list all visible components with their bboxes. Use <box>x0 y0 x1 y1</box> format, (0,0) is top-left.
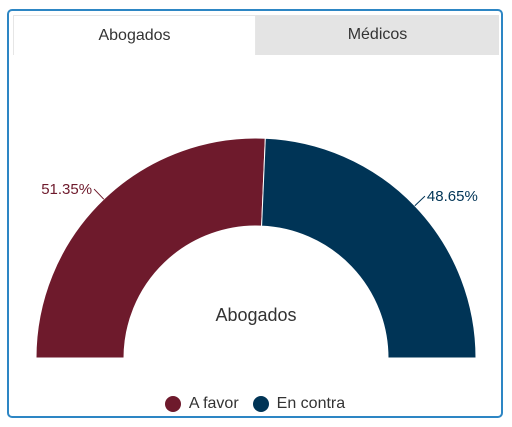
legend-dot-favor-icon <box>164 396 181 412</box>
slice-contra[interactable] <box>261 137 477 359</box>
legend-label-contra: En contra <box>276 395 346 412</box>
tab-abogados[interactable]: Abogados <box>13 15 256 55</box>
data-label-contra: 48.65% <box>427 188 478 205</box>
connector-favor <box>93 188 105 200</box>
legend-item-contra[interactable]: En contra <box>252 395 346 413</box>
data-label-favor: 51.35% <box>41 181 92 198</box>
tab-bar: Abogados Médicos <box>13 15 499 55</box>
chart-center-label: Abogados <box>215 305 296 325</box>
slice-favor[interactable] <box>35 137 266 359</box>
legend-label-favor: A favor <box>188 395 239 412</box>
connector-contra <box>414 195 426 207</box>
legend-item-favor[interactable]: A favor <box>164 395 239 413</box>
tab-medicos[interactable]: Médicos <box>256 15 499 55</box>
chart-card: Abogados Médicos 51.35% 48.65% Abogados … <box>7 9 503 418</box>
chart-legend: A favor En contra <box>9 395 501 413</box>
legend-dot-contra-icon <box>252 396 269 412</box>
semi-donut-chart: 51.35% 48.65% Abogados <box>35 137 478 359</box>
